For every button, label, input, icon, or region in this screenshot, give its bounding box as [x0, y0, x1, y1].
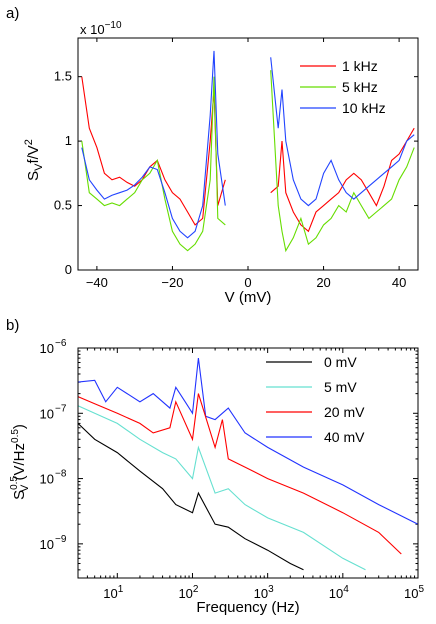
b-ytick-exponent: −9: [55, 534, 67, 545]
panel-b-label: b): [6, 317, 19, 334]
b-ytick-exponent: −8: [55, 469, 67, 480]
legend-label-5-mv: 5 mV: [324, 379, 357, 395]
a-ytick-label: 0.5: [54, 198, 72, 213]
panel-a: a) x 10−10 −40 −20 0 20 40 0 0.5 1 1.5 1 kHz 5 kH…: [6, 5, 419, 306]
panel-a-label: a): [6, 5, 19, 22]
b-xtick-label: 104: [329, 584, 349, 601]
b-ytick-label: 10: [40, 472, 54, 487]
a-ytick-label: 0: [65, 262, 72, 277]
panel-a-ticks: −40 −20 0 20 40 0 0.5 1 1.5: [54, 38, 418, 290]
series-line-10-khz-pos: [270, 57, 415, 207]
b-ytick-exponent: −7: [55, 403, 67, 414]
b-xtick-label: 105: [404, 584, 424, 601]
b-xtick-label: 103: [254, 584, 274, 601]
panel-a-xlabel: V (mV): [225, 289, 272, 306]
b-xtick-label: 102: [178, 584, 198, 601]
panel-b-series: [78, 358, 418, 571]
a-xtick-label: −20: [161, 275, 183, 290]
panel-a-frame: [77, 37, 419, 271]
panel-b-xlabel: Frequency (Hz): [196, 599, 299, 616]
a-xtick-label: 0: [244, 275, 251, 290]
a-ytick-label: 1: [65, 133, 72, 148]
b-ytick-exponent: −6: [55, 338, 67, 349]
b-ytick-label: 10: [40, 341, 54, 356]
series-line-40-mv: [78, 358, 418, 525]
b-ytick-label: 10: [40, 406, 54, 421]
series-line-1-khz-neg: [81, 76, 226, 226]
b-ytick-label: 10: [40, 537, 54, 552]
legend-label-40-mv: 40 mV: [324, 429, 365, 445]
legend-label-20-mv: 20 mV: [324, 404, 365, 420]
series-line-20-mv: [78, 393, 402, 555]
series-line-5-mv: [78, 405, 366, 571]
a-ytick-label: 1.5: [54, 69, 72, 84]
series-line-5-khz-neg: [81, 76, 226, 252]
series-line-1-khz-pos: [270, 127, 415, 233]
panel-b-legend: 0 mV 5 mV 20 mV 40 mV: [266, 354, 365, 445]
a-xtick-label: 40: [392, 275, 406, 290]
panel-a-legend: 1 kHz 5 kHz 10 kHz: [300, 58, 386, 116]
series-line-5-khz-pos: [270, 70, 415, 253]
legend-label-10-khz: 10 kHz: [342, 100, 386, 116]
a-xtick-label: 20: [316, 275, 330, 290]
legend-label-1-khz: 1 kHz: [342, 58, 378, 74]
series-line-0-mv: [78, 423, 304, 571]
panel-b-ylabel: S0.5V (V/Hz0.5): [9, 424, 31, 500]
panel-a-ylabel: SVf/V2: [23, 139, 45, 181]
a-xtick-label: −40: [86, 275, 108, 290]
series-line-10-khz-neg: [81, 50, 226, 239]
legend-label-5-khz: 5 kHz: [342, 79, 378, 95]
panel-a-exponent: x 10−10: [80, 20, 122, 37]
panel-b-frame: [77, 347, 419, 579]
b-xtick-label: 101: [103, 584, 123, 601]
legend-label-0-mv: 0 mV: [324, 354, 357, 370]
panel-a-series: [81, 50, 415, 253]
